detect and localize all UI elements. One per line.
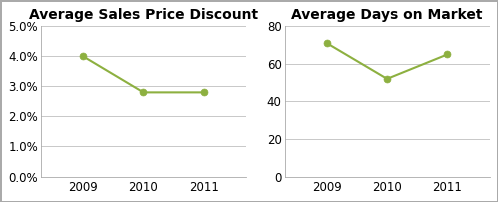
Title: Average Days on Market: Average Days on Market: [291, 8, 483, 22]
Title: Average Sales Price Discount: Average Sales Price Discount: [29, 8, 258, 22]
